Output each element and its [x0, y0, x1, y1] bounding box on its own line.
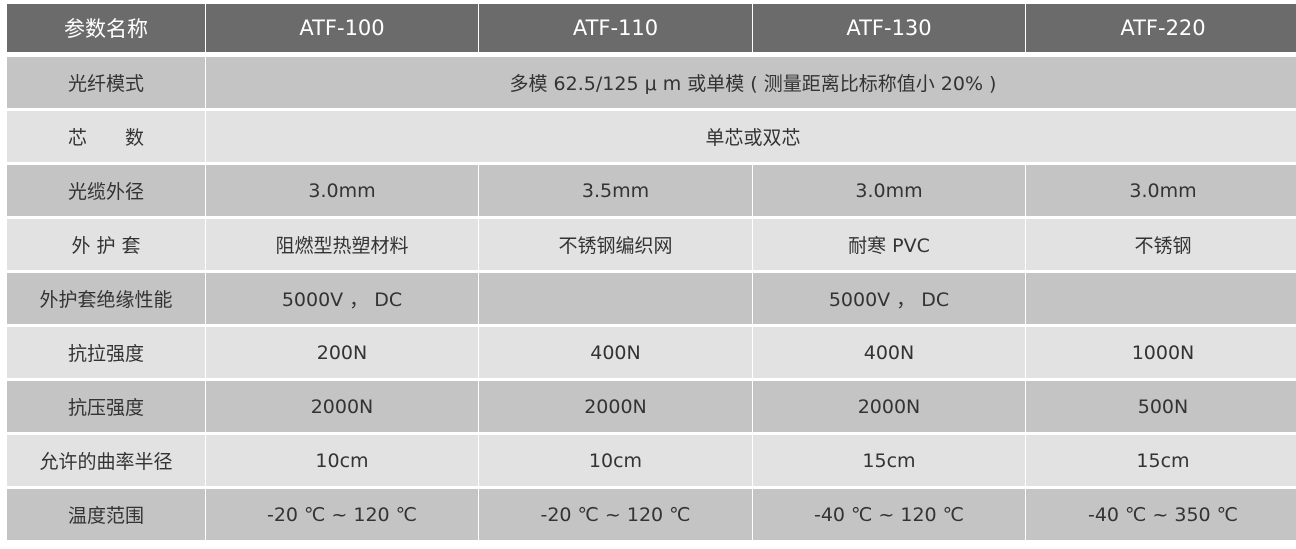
- table-cell: 耐寒 PVC: [753, 219, 1025, 270]
- table-cell: 2000N: [753, 381, 1025, 432]
- table-cell: 3.0mm: [206, 165, 478, 216]
- table-cell: [479, 273, 752, 324]
- table-row: 外护套绝缘性能 5000V ， DC 5000V ， DC: [7, 273, 1296, 324]
- table-row: 温度范围 -20 ℃ ~ 120 ℃ -20 ℃ ~ 120 ℃ -40 ℃ ~ 12…: [7, 489, 1296, 540]
- row-label: 光纤模式: [7, 57, 205, 108]
- header-cell: ATF-110: [479, 4, 752, 52]
- header-cell: 参数名称: [7, 4, 205, 52]
- row-label: 芯 数: [7, 111, 205, 162]
- spec-table: 参数名称 ATF-100 ATF-110 ATF-130 ATF-220 光纤模…: [7, 4, 1296, 543]
- table-cell: 3.0mm: [753, 165, 1025, 216]
- table-cell: 1000N: [1026, 327, 1296, 378]
- table-cell: 15cm: [1026, 435, 1296, 486]
- table-row: 光缆外径 3.0mm 3.5mm 3.0mm 3.0mm: [7, 165, 1296, 216]
- table-cell: -20 ℃ ~ 120 ℃: [206, 489, 478, 540]
- row-label: 抗拉强度: [7, 327, 205, 378]
- table-cell: 5000V ， DC: [753, 273, 1025, 324]
- table-cell: 2000N: [206, 381, 478, 432]
- row-label: 外 护 套: [7, 219, 205, 270]
- table-cell: 3.0mm: [1026, 165, 1296, 216]
- row-label: 光缆外径: [7, 165, 205, 216]
- table-cell: 阻燃型热塑材料: [206, 219, 478, 270]
- table-cell: 不锈钢: [1026, 219, 1296, 270]
- table-cell: 10cm: [206, 435, 478, 486]
- table-header-row: 参数名称 ATF-100 ATF-110 ATF-130 ATF-220: [7, 4, 1296, 52]
- table-row: 允许的曲率半径 10cm 10cm 15cm 15cm: [7, 435, 1296, 486]
- table-cell: -40 ℃ ~ 120 ℃: [753, 489, 1025, 540]
- table-cell: [1026, 273, 1296, 324]
- table-cell: 500N: [1026, 381, 1296, 432]
- table-cell: 多模 62.5/125 μ m 或单模 ( 测量距离比标称值小 20% ): [206, 57, 1296, 108]
- table-cell: 15cm: [753, 435, 1025, 486]
- table-cell: 不锈钢编织网: [479, 219, 752, 270]
- row-label: 抗压强度: [7, 381, 205, 432]
- table-row: 抗压强度 2000N 2000N 2000N 500N: [7, 381, 1296, 432]
- table-cell: 200N: [206, 327, 478, 378]
- table-cell: 3.5mm: [479, 165, 752, 216]
- table-row: 光纤模式 多模 62.5/125 μ m 或单模 ( 测量距离比标称值小 20%…: [7, 57, 1296, 108]
- header-cell: ATF-100: [206, 4, 478, 52]
- table-cell: 5000V ， DC: [206, 273, 478, 324]
- table-cell: 2000N: [479, 381, 752, 432]
- table-row: 芯 数 单芯或双芯: [7, 111, 1296, 162]
- row-label: 允许的曲率半径: [7, 435, 205, 486]
- table-cell: 10cm: [479, 435, 752, 486]
- table-row: 抗拉强度 200N 400N 400N 1000N: [7, 327, 1296, 378]
- table-cell: 单芯或双芯: [206, 111, 1296, 162]
- table-cell: -40 ℃ ~ 350 ℃: [1026, 489, 1296, 540]
- row-label: 外护套绝缘性能: [7, 273, 205, 324]
- header-cell: ATF-220: [1026, 4, 1296, 52]
- row-label: 温度范围: [7, 489, 205, 540]
- table-row: 外 护 套阻燃型热塑材料 不锈钢编织网 耐寒 PVC 不锈钢: [7, 219, 1296, 270]
- table-cell: 400N: [479, 327, 752, 378]
- header-cell: ATF-130: [753, 4, 1025, 52]
- table-cell: 400N: [753, 327, 1025, 378]
- table-cell: -20 ℃ ~ 120 ℃: [479, 489, 752, 540]
